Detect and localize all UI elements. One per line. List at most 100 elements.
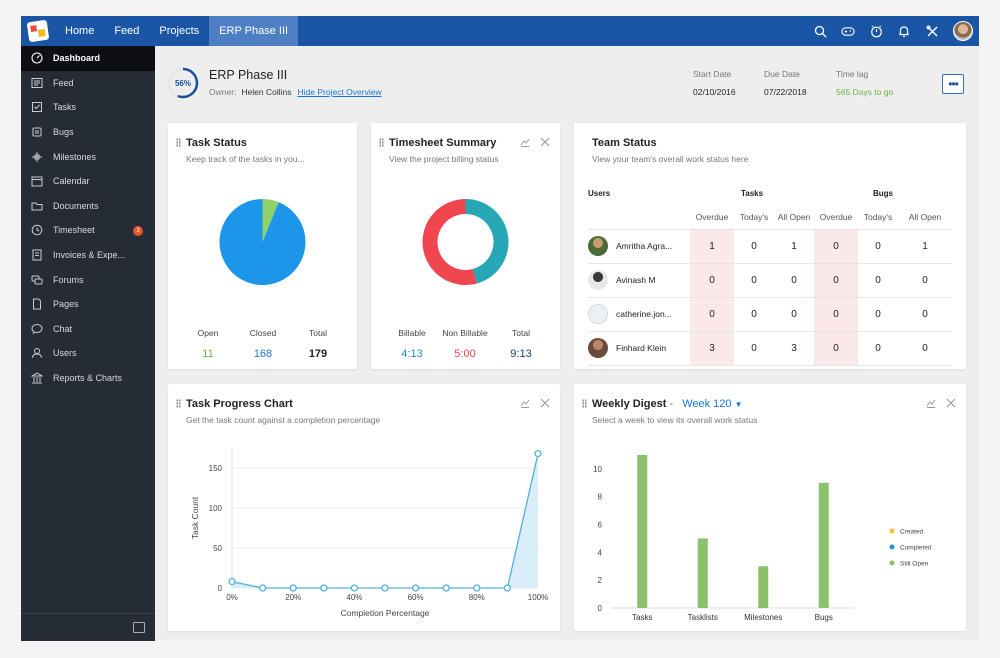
stat-value: 4:13 (401, 348, 423, 360)
top-icons (813, 16, 973, 46)
column-header: All Open (898, 205, 952, 230)
sidebar-item-tasks[interactable]: Tasks (21, 95, 155, 120)
card-subtitle: Keep track of the tasks in you... (186, 154, 305, 164)
bell-icon[interactable] (897, 24, 911, 38)
data-point (473, 584, 481, 592)
sidebar-item-label: Reports & Charts (53, 373, 123, 384)
table-cell: 0 (734, 297, 774, 332)
sidebar-item-users[interactable]: Users (21, 341, 155, 366)
table-cell: 0 (690, 263, 734, 298)
reports-icon (31, 372, 43, 384)
sidebar-item-label: Users (53, 348, 77, 359)
y-tick-label: 10 (593, 465, 602, 474)
owner-label: Owner: (209, 87, 237, 97)
data-point (320, 584, 328, 592)
user-avatar[interactable] (953, 21, 973, 41)
card-subtitle: View the project billing status (389, 154, 499, 164)
stat-label: Open (197, 328, 219, 338)
chart-icon[interactable] (926, 398, 936, 411)
y-tick-label: 50 (213, 544, 222, 553)
top-nav: Home Feed Projects ERP Phase III (55, 16, 299, 46)
sidebar-item-reports[interactable]: Reports & Charts (21, 366, 155, 391)
drag-handle-icon[interactable] (176, 138, 181, 147)
weekly-digest-title: Weekly Digest (592, 398, 667, 410)
task-progress-line-chart: 0 50 100 150 0% 20% 40% 60% 80% 100% Completion Pe… (190, 448, 548, 618)
table-row[interactable]: catherine.jon... 0 0 0 0 0 0 (588, 297, 952, 332)
legend-marker (889, 528, 895, 534)
data-point (228, 577, 236, 586)
y-tick-label: 2 (598, 576, 603, 585)
table-cell: 3 (774, 331, 814, 366)
table-cell: 1 (898, 229, 952, 264)
week-select[interactable]: Week 120 ▼ (682, 398, 742, 410)
stat-total: Total 179 (296, 328, 340, 360)
sidebar-item-calendar[interactable]: Calendar (21, 169, 155, 194)
nav-current-project[interactable]: ERP Phase III (209, 16, 299, 46)
app-logo[interactable] (21, 16, 55, 46)
sidebar-item-milestones[interactable]: Milestones (21, 144, 155, 169)
start-date-label: Start Date (693, 69, 732, 79)
team-status-table: Users Tasks Bugs Overdue Today's All Ope… (588, 181, 952, 366)
sidebar-item-feed[interactable]: Feed (21, 71, 155, 96)
sidebar-item-label: Pages (53, 299, 79, 310)
chart-icon[interactable] (520, 398, 530, 411)
nav-projects[interactable]: Projects (159, 25, 200, 37)
drag-handle-icon[interactable] (176, 399, 181, 408)
table-cell: 0 (858, 229, 898, 264)
time-lag: Time lag 565 Days to go (836, 69, 893, 97)
sidebar-item-pages[interactable]: Pages (21, 292, 155, 317)
bar-milestones (758, 566, 769, 608)
nav-feed[interactable]: Feed (114, 25, 140, 37)
dashboard-icon (31, 52, 43, 64)
users-header: Users (588, 188, 611, 198)
legend-label: Still Open (900, 561, 929, 568)
gamepad-icon[interactable] (841, 24, 855, 38)
owner-name: Helen Collins (241, 87, 292, 97)
close-icon[interactable] (540, 137, 550, 150)
close-icon[interactable] (946, 398, 956, 411)
close-icon[interactable] (540, 398, 550, 411)
sidebar: Dashboard Feed Tasks Bugs Milestones Cal… (21, 46, 155, 641)
progress-ring (167, 67, 199, 99)
data-point (442, 584, 450, 592)
collapse-sidebar-icon[interactable] (133, 622, 145, 633)
sidebar-item-forums[interactable]: Forums (21, 267, 155, 292)
legend-marker (889, 544, 895, 550)
sidebar-item-dashboard[interactable]: Dashboard (21, 46, 155, 71)
sidebar-item-label: Bugs (53, 127, 74, 138)
bar-bugs (818, 482, 829, 608)
table-row[interactable]: Amritha Agra... 1 0 1 0 0 1 (588, 229, 952, 264)
tasks-icon (31, 101, 43, 113)
calendar-icon (31, 175, 43, 187)
more-options-button[interactable]: ••• (942, 74, 964, 94)
legend-label: Created (900, 529, 924, 536)
drag-handle-icon[interactable] (582, 399, 587, 408)
sidebar-item-invoices[interactable]: Invoices & Expe... (21, 243, 155, 268)
empty-header (588, 205, 690, 230)
nav-home[interactable]: Home (65, 25, 95, 37)
search-icon[interactable] (813, 24, 827, 38)
card-tools (520, 398, 550, 411)
table-cell: 0 (814, 263, 858, 298)
bar-tasklists (697, 538, 708, 608)
sidebar-item-label: Tasks (53, 102, 77, 113)
sidebar-item-bugs[interactable]: Bugs (21, 120, 155, 145)
chart-icon[interactable] (520, 137, 530, 150)
sidebar-item-chat[interactable]: Chat (21, 317, 155, 342)
sidebar-item-documents[interactable]: Documents (21, 194, 155, 219)
table-cell: 0 (898, 297, 952, 332)
table-row[interactable]: Finhard Klein 3 0 3 0 0 0 (588, 331, 952, 366)
tools-icon[interactable] (925, 24, 939, 38)
avatar (588, 304, 608, 324)
stat-label: Non Billable (442, 328, 488, 338)
table-row[interactable]: Avinash M 0 0 0 0 0 0 (588, 263, 952, 298)
time-lag-label: Time lag (836, 69, 869, 79)
timer-icon[interactable] (869, 24, 883, 38)
sidebar-item-label: Invoices & Expe... (53, 250, 126, 261)
x-tick-label: Milestones (744, 613, 782, 622)
progress-percent: 56% (174, 78, 191, 88)
drag-handle-icon[interactable] (379, 138, 384, 147)
data-point (411, 584, 420, 592)
hide-overview-link[interactable]: Hide Project Overview (297, 87, 382, 97)
sidebar-item-timesheet[interactable]: Timesheet 3 (21, 218, 155, 243)
